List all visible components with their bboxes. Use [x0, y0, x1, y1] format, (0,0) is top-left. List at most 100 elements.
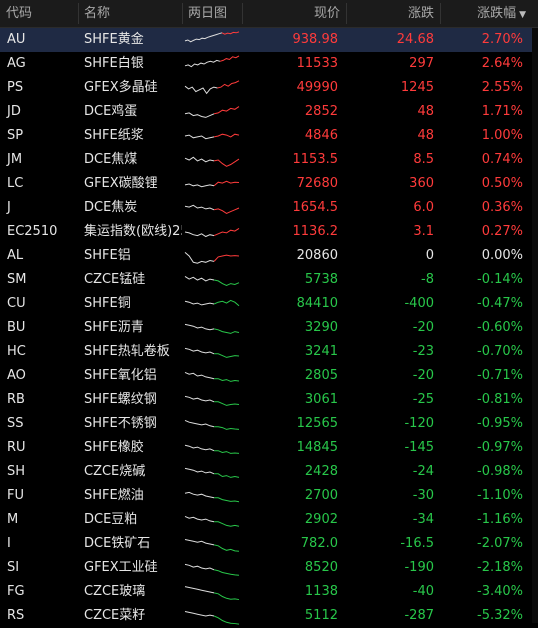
- row-change-percent: -2.07%: [477, 536, 523, 551]
- row-change-percent: -3.40%: [477, 584, 523, 599]
- header-change[interactable]: 涨跌: [407, 6, 434, 21]
- sparkline-current-day: [213, 544, 240, 552]
- sparkline-current-day: [214, 521, 240, 527]
- table-row[interactable]: SS SHFE不锈钢 12565 -120 -0.95%: [0, 412, 538, 436]
- row-code: PS: [7, 80, 24, 95]
- sparkline-chart: [184, 323, 240, 334]
- row-code: AU: [7, 32, 26, 47]
- sparkline-current-day: [214, 378, 240, 382]
- row-change: -40: [412, 584, 434, 599]
- row-code: RU: [7, 440, 26, 455]
- table-row[interactable]: JD DCE鸡蛋 2852 48 1.71%: [0, 100, 538, 124]
- sparkline-previous-day: [184, 275, 215, 282]
- sparkline-previous-day: [184, 85, 218, 95]
- row-change: 8.5: [413, 152, 434, 167]
- row-price: 72680: [296, 176, 338, 191]
- sparkline-current-day: [213, 254, 240, 262]
- table-row[interactable]: SP SHFE纸浆 4846 48 1.00%: [0, 124, 538, 148]
- table-row[interactable]: AG SHFE白银 11533 297 2.64%: [0, 52, 538, 76]
- row-price: 782.0: [300, 536, 338, 551]
- row-name: SHFE铝: [84, 248, 131, 263]
- header-change-percent[interactable]: 涨跌幅 ▼: [440, 0, 532, 27]
- sparkline-previous-day: [184, 134, 215, 140]
- row-change-percent: -0.71%: [477, 368, 523, 383]
- row-name: SHFE不锈钢: [84, 416, 157, 431]
- table-row[interactable]: SH CZCE烧碱 2428 -24 -0.98%: [0, 460, 538, 484]
- row-change-percent: 0.36%: [481, 200, 523, 215]
- header-price[interactable]: 现价: [313, 6, 340, 21]
- table-row[interactable]: CU SHFE铜 84410 -400 -0.47%: [0, 292, 538, 316]
- row-code: JM: [7, 152, 23, 167]
- table-row[interactable]: FU SHFE燃油 2700 -30 -1.10%: [0, 484, 538, 508]
- sparkline-previous-day: [184, 156, 215, 163]
- table-row[interactable]: FG CZCE玻璃 1138 -40 -3.40%: [0, 580, 538, 604]
- row-change: 24.68: [396, 32, 434, 47]
- sparkline-current-day: [214, 426, 240, 430]
- header-divider: [182, 3, 183, 24]
- sparkline-chart: [184, 515, 240, 527]
- row-price: 1153.5: [292, 152, 339, 167]
- sparkline-current-day: [213, 328, 240, 334]
- table-row[interactable]: SI GFEX工业硅 8520 -190 -2.18%: [0, 556, 538, 580]
- row-code: SI: [7, 560, 20, 575]
- sparkline-previous-day: [184, 204, 215, 211]
- header-name[interactable]: 名称: [84, 6, 111, 21]
- table-row[interactable]: J DCE焦炭 1654.5 6.0 0.36%: [0, 196, 538, 220]
- table-row[interactable]: JM DCE焦煤 1153.5 8.5 0.74%: [0, 148, 538, 172]
- table-row[interactable]: AL SHFE铝 20860 0 0.00%: [0, 244, 538, 268]
- scrollbar[interactable]: [532, 28, 538, 623]
- row-change-percent: 0.50%: [481, 176, 523, 191]
- sparkline-current-day: [213, 106, 240, 115]
- sparkline-chart: [184, 299, 240, 307]
- header-divider: [78, 3, 79, 24]
- row-price: 2902: [304, 512, 338, 527]
- sparkline-chart: [184, 252, 240, 264]
- sparkline-previous-day: [184, 515, 215, 523]
- sparkline-previous-day: [184, 371, 215, 380]
- sparkline-chart: [184, 444, 240, 454]
- table-row[interactable]: I DCE铁矿石 782.0 -16.5 -2.07%: [0, 532, 538, 556]
- row-change-percent: -0.47%: [477, 296, 523, 311]
- row-name: GFEX工业硅: [84, 560, 158, 575]
- row-change: -8: [421, 272, 434, 287]
- row-price: 3061: [304, 392, 338, 407]
- sparkline-chart: [184, 491, 240, 503]
- sparkline-previous-day: [184, 323, 215, 331]
- table-row[interactable]: BU SHFE沥青 3290 -20 -0.60%: [0, 316, 538, 340]
- row-change: -30: [412, 488, 434, 503]
- table-row[interactable]: PS GFEX多晶硅 49990 1245 2.55%: [0, 76, 538, 100]
- sparkline-current-day: [213, 207, 240, 214]
- table-row[interactable]: AO SHFE氧化铝 2805 -20 -0.71%: [0, 364, 538, 388]
- row-code: JD: [7, 104, 21, 119]
- table-row[interactable]: LC GFEX碳酸锂 72680 360 0.50%: [0, 172, 538, 196]
- sparkline-chart: [184, 563, 240, 576]
- row-change: 6.0: [413, 200, 434, 215]
- table-row[interactable]: RS CZCE菜籽 5112 -287 -5.32%: [0, 604, 538, 628]
- row-change-percent: -2.18%: [477, 560, 523, 575]
- table-row[interactable]: HC SHFE热轧卷板 3241 -23 -0.70%: [0, 340, 538, 364]
- row-name: GFEX多晶硅: [84, 80, 158, 95]
- sparkline-chart: [184, 395, 240, 406]
- table-row[interactable]: EC2510 集运指数(欧线)2510 1136.2 3.1 0.27%: [0, 220, 538, 244]
- row-change-percent: -0.98%: [477, 464, 523, 479]
- table-row[interactable]: SM CZCE锰硅 5738 -8 -0.14%: [0, 268, 538, 292]
- table-row[interactable]: M DCE豆粕 2902 -34 -1.16%: [0, 508, 538, 532]
- row-change-percent: -0.97%: [477, 440, 523, 455]
- header-two-day-chart[interactable]: 两日图: [188, 6, 228, 21]
- table-row[interactable]: RU SHFE橡胶 14845 -145 -0.97%: [0, 436, 538, 460]
- table-row[interactable]: AU SHFE黄金 938.98 24.68 2.70%: [0, 28, 538, 52]
- header-code[interactable]: 代码: [6, 6, 33, 21]
- sparkline-current-day: [213, 279, 240, 286]
- sparkline-previous-day: [184, 59, 221, 68]
- row-change-percent: -1.10%: [477, 488, 523, 503]
- row-change: -190: [404, 560, 434, 575]
- row-change: -287: [404, 608, 434, 623]
- table-row[interactable]: RB SHFE螺纹钢 3061 -25 -0.81%: [0, 388, 538, 412]
- caret-down-icon[interactable]: ▼: [519, 10, 526, 20]
- row-change-percent: 1.00%: [481, 128, 523, 143]
- row-code: AO: [7, 368, 26, 383]
- sparkline-previous-day: [184, 252, 215, 264]
- row-name: SHFE沥青: [84, 320, 144, 335]
- row-price: 84410: [296, 296, 338, 311]
